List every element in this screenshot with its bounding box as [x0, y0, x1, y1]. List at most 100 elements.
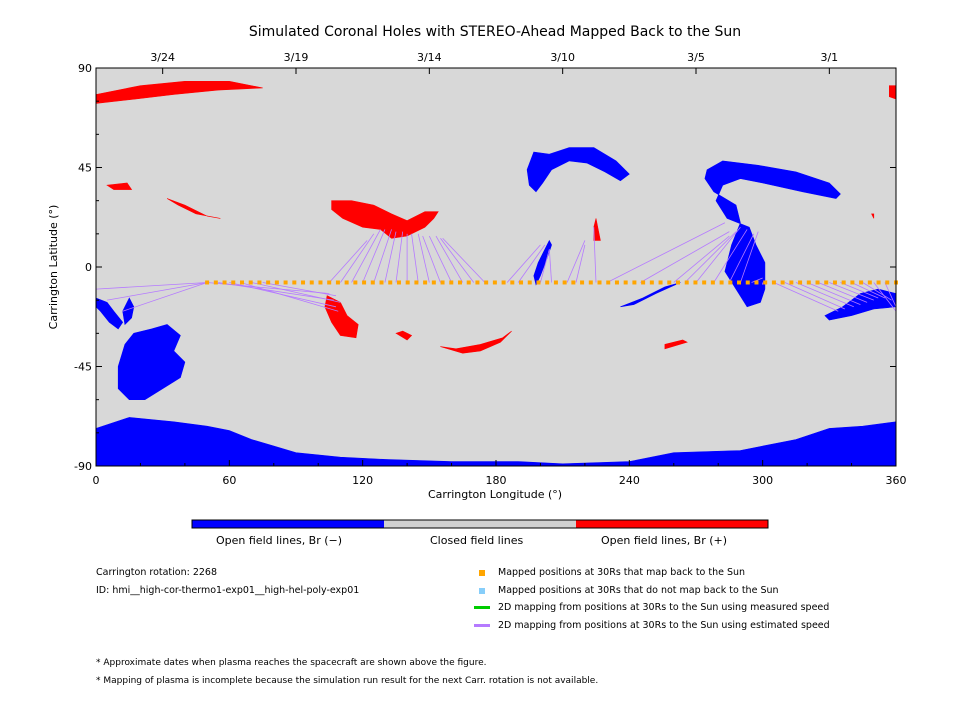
negative-coronal-hole [96, 297, 124, 330]
mapping-line [506, 244, 541, 283]
mapped-position-point [536, 280, 541, 285]
mapped-position-point [301, 280, 306, 285]
mapped-position-point [719, 280, 724, 285]
y-tick-label: 0 [85, 261, 92, 274]
mapped-position-point [710, 280, 715, 285]
mapped-position-point [492, 280, 497, 285]
mapped-position-point [597, 280, 602, 285]
mapped-position-point [763, 280, 768, 285]
mapped-position-point [841, 280, 846, 285]
mapping-line [96, 282, 208, 290]
mapping-line [517, 244, 546, 283]
mapping-line [713, 229, 748, 283]
mapping-line [218, 282, 334, 301]
y-axis: 90 45 0 -45 -90 [74, 62, 896, 473]
positive-coronal-hole [888, 85, 896, 100]
mapping-line [773, 282, 839, 312]
negative-coronal-hole [620, 282, 681, 308]
mapped-position-point [309, 280, 314, 285]
mapped-position-point [327, 280, 332, 285]
positive-coronal-hole [440, 330, 512, 354]
mapped-position-point [527, 280, 532, 285]
mapped-position-point [519, 280, 524, 285]
colorbar-label-negative: Open field lines, Br (−) [216, 534, 343, 547]
mapping-line [784, 282, 846, 310]
mapping-line [851, 282, 886, 299]
mapping-line [262, 282, 337, 297]
colorbar-label-positive: Open field lines, Br (+) [601, 534, 728, 547]
mapping-line [340, 233, 375, 283]
mapped-position-point [274, 280, 279, 285]
mapped-position-point [675, 280, 680, 285]
mapped-position-point [370, 280, 375, 285]
mapping-line [442, 237, 486, 283]
x-tick-label: 240 [619, 474, 640, 487]
mapped-position-point [728, 280, 733, 285]
mapping-line [684, 231, 737, 283]
mapped-position-point [510, 280, 515, 285]
mapping-line [435, 235, 464, 283]
footnote-incomplete: * Mapping of plasma is incomplete becaus… [96, 676, 599, 686]
mapped-position-point [571, 280, 576, 285]
negative-coronal-hole [96, 417, 896, 466]
mapped-position-point [702, 280, 707, 285]
footnote-dates: * Approximate dates when plasma reaches … [96, 658, 487, 668]
legend-swatch-estimated [474, 624, 490, 627]
legend-label-not-mapped: Mapped positions at 30Rs that do not map… [498, 585, 779, 596]
mapping-line [751, 277, 763, 283]
mapping-line [384, 231, 397, 283]
mapping-lines [96, 222, 896, 312]
y-tick-label: 90 [78, 62, 92, 75]
mapping-line [795, 282, 854, 308]
mapped-position-point [658, 280, 663, 285]
mapping-line [862, 282, 892, 301]
mapped-position-point [501, 280, 506, 285]
mapped-position-point [457, 280, 462, 285]
positive-coronal-hole [871, 213, 875, 219]
mapping-line [351, 229, 381, 283]
x-tick-label: 60 [222, 474, 236, 487]
mapped-position-point [789, 280, 794, 285]
positive-coronal-hole [664, 339, 688, 350]
negative-coronal-hole [704, 160, 841, 308]
y-tick-label: -45 [74, 361, 92, 374]
legend-swatch-measured [474, 606, 490, 609]
mapped-position-point [396, 280, 401, 285]
y-tick-label: -90 [74, 460, 92, 473]
mapping-line [107, 282, 208, 301]
mapped-position-point [815, 280, 820, 285]
legend-swatch-not-mapped [479, 588, 485, 594]
negative-coronal-hole [122, 297, 135, 326]
mapped-position-point [205, 280, 210, 285]
mapping-line [829, 282, 874, 301]
mapped-position-point [466, 280, 471, 285]
mapping-line [395, 231, 404, 283]
mapped-position-point [745, 280, 750, 285]
legend-label-measured: 2D mapping from positions at 30Rs to the… [498, 602, 830, 613]
mapped-position-point [859, 280, 864, 285]
colorbar-negative [192, 520, 384, 528]
x-tick-label: 300 [752, 474, 773, 487]
date-tick-label: 3/1 [820, 51, 838, 64]
mapping-line [575, 244, 586, 283]
mapped-position-point [632, 280, 637, 285]
mapped-position-point [353, 280, 358, 285]
mapped-position-point [850, 280, 855, 285]
mapped-position-point [423, 280, 428, 285]
x-tick-label: 360 [886, 474, 907, 487]
positive-coronal-hole [106, 182, 133, 190]
mapped-position-point [257, 280, 262, 285]
mapping-line [673, 235, 730, 283]
carrington-rotation: Carrington rotation: 2268 [96, 567, 218, 578]
mapping-line [840, 282, 879, 299]
mapped-position-point [484, 280, 489, 285]
mapping-line [593, 227, 597, 283]
mapping-line [566, 240, 586, 283]
mapping-line [240, 282, 339, 312]
mapped-position-point [283, 280, 288, 285]
mapping-line [740, 231, 759, 283]
positive-coronal-hole [166, 198, 221, 219]
legend-label-estimated: 2D mapping from positions at 30Rs to the… [498, 620, 830, 631]
